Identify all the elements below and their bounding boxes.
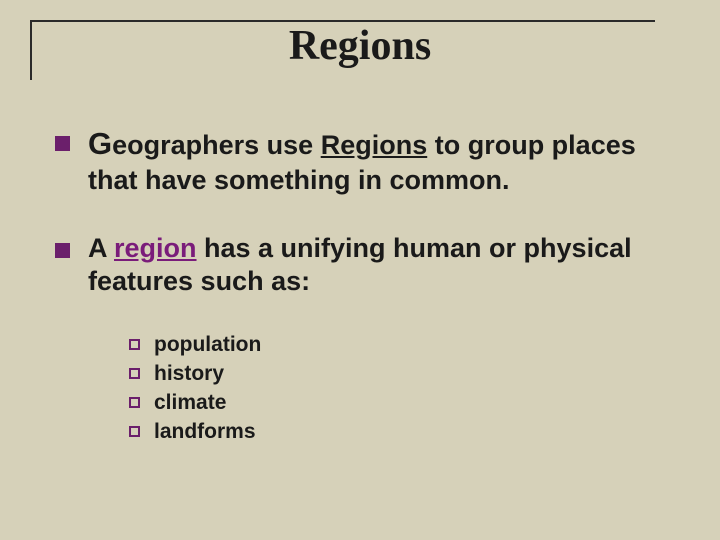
square-bullet-icon — [55, 243, 70, 258]
sublist-text: climate — [154, 391, 226, 415]
sublist-item: climate — [129, 391, 680, 415]
hollow-square-icon — [129, 339, 140, 350]
sublist-text: history — [154, 362, 224, 386]
bullet-text: Geographers use Regions to group places … — [88, 125, 680, 198]
sublist: population history climate landforms — [129, 333, 680, 444]
hollow-square-icon — [129, 368, 140, 379]
sublist-text: landforms — [154, 420, 256, 444]
square-bullet-icon — [55, 136, 70, 151]
slide-title: Regions — [0, 22, 720, 70]
sublist-item: history — [129, 362, 680, 386]
sublist-item: landforms — [129, 420, 680, 444]
slide-body: Geographers use Regions to group places … — [55, 125, 680, 449]
sublist-text: population — [154, 333, 261, 357]
hollow-square-icon — [129, 397, 140, 408]
hollow-square-icon — [129, 426, 140, 437]
bullet-item: A region has a unifying human or physica… — [55, 232, 680, 300]
bullet-item: Geographers use Regions to group places … — [55, 125, 680, 198]
bullet-text: A region has a unifying human or physica… — [88, 232, 680, 300]
sublist-item: population — [129, 333, 680, 357]
